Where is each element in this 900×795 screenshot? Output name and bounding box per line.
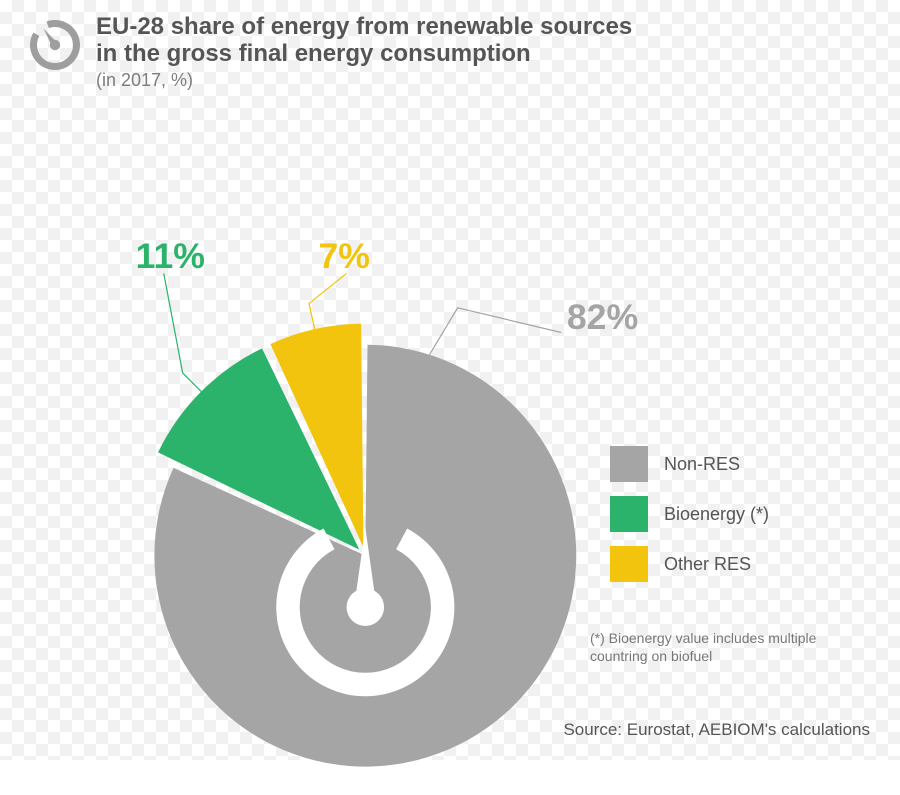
legend-row-bioenergy: Bioenergy (*) (610, 496, 870, 532)
gauge-icon (28, 18, 82, 72)
leader-otherres (309, 273, 347, 329)
legend-label-otherres: Other RES (664, 554, 751, 575)
subtitle: (in 2017, %) (96, 70, 632, 91)
footnote: (*) Bioenergy value includes multiple co… (590, 630, 870, 665)
title-line-1: EU-28 share of energy from renewable sou… (96, 14, 632, 41)
legend-label-nonres: Non-RES (664, 454, 740, 475)
source-line: Source: Eurostat, AEBIOM's calculations (563, 720, 870, 740)
header: EU-28 share of energy from renewable sou… (28, 14, 880, 91)
header-text: EU-28 share of energy from renewable sou… (96, 14, 632, 91)
title-line-2: in the gross final energy consumption (96, 41, 632, 68)
legend-row-nonres: Non-RES (610, 446, 870, 482)
leader-nonres (429, 308, 561, 355)
legend-row-otherres: Other RES (610, 546, 870, 582)
infographic-stage: EU-28 share of energy from renewable sou… (0, 0, 900, 760)
pct-label-nonres: 82% (567, 297, 638, 337)
pie-chart: 82%11%7% (50, 190, 550, 690)
legend-swatch-otherres (610, 546, 648, 582)
legend-swatch-bioenergy (610, 496, 648, 532)
pct-label-bioenergy: 11% (136, 236, 205, 276)
legend-label-bioenergy: Bioenergy (*) (664, 504, 769, 525)
pct-label-otherres: 7% (318, 236, 369, 276)
leader-bioenergy (164, 273, 201, 391)
legend: Non-RES Bioenergy (*) Other RES (610, 446, 870, 596)
legend-swatch-nonres (610, 446, 648, 482)
